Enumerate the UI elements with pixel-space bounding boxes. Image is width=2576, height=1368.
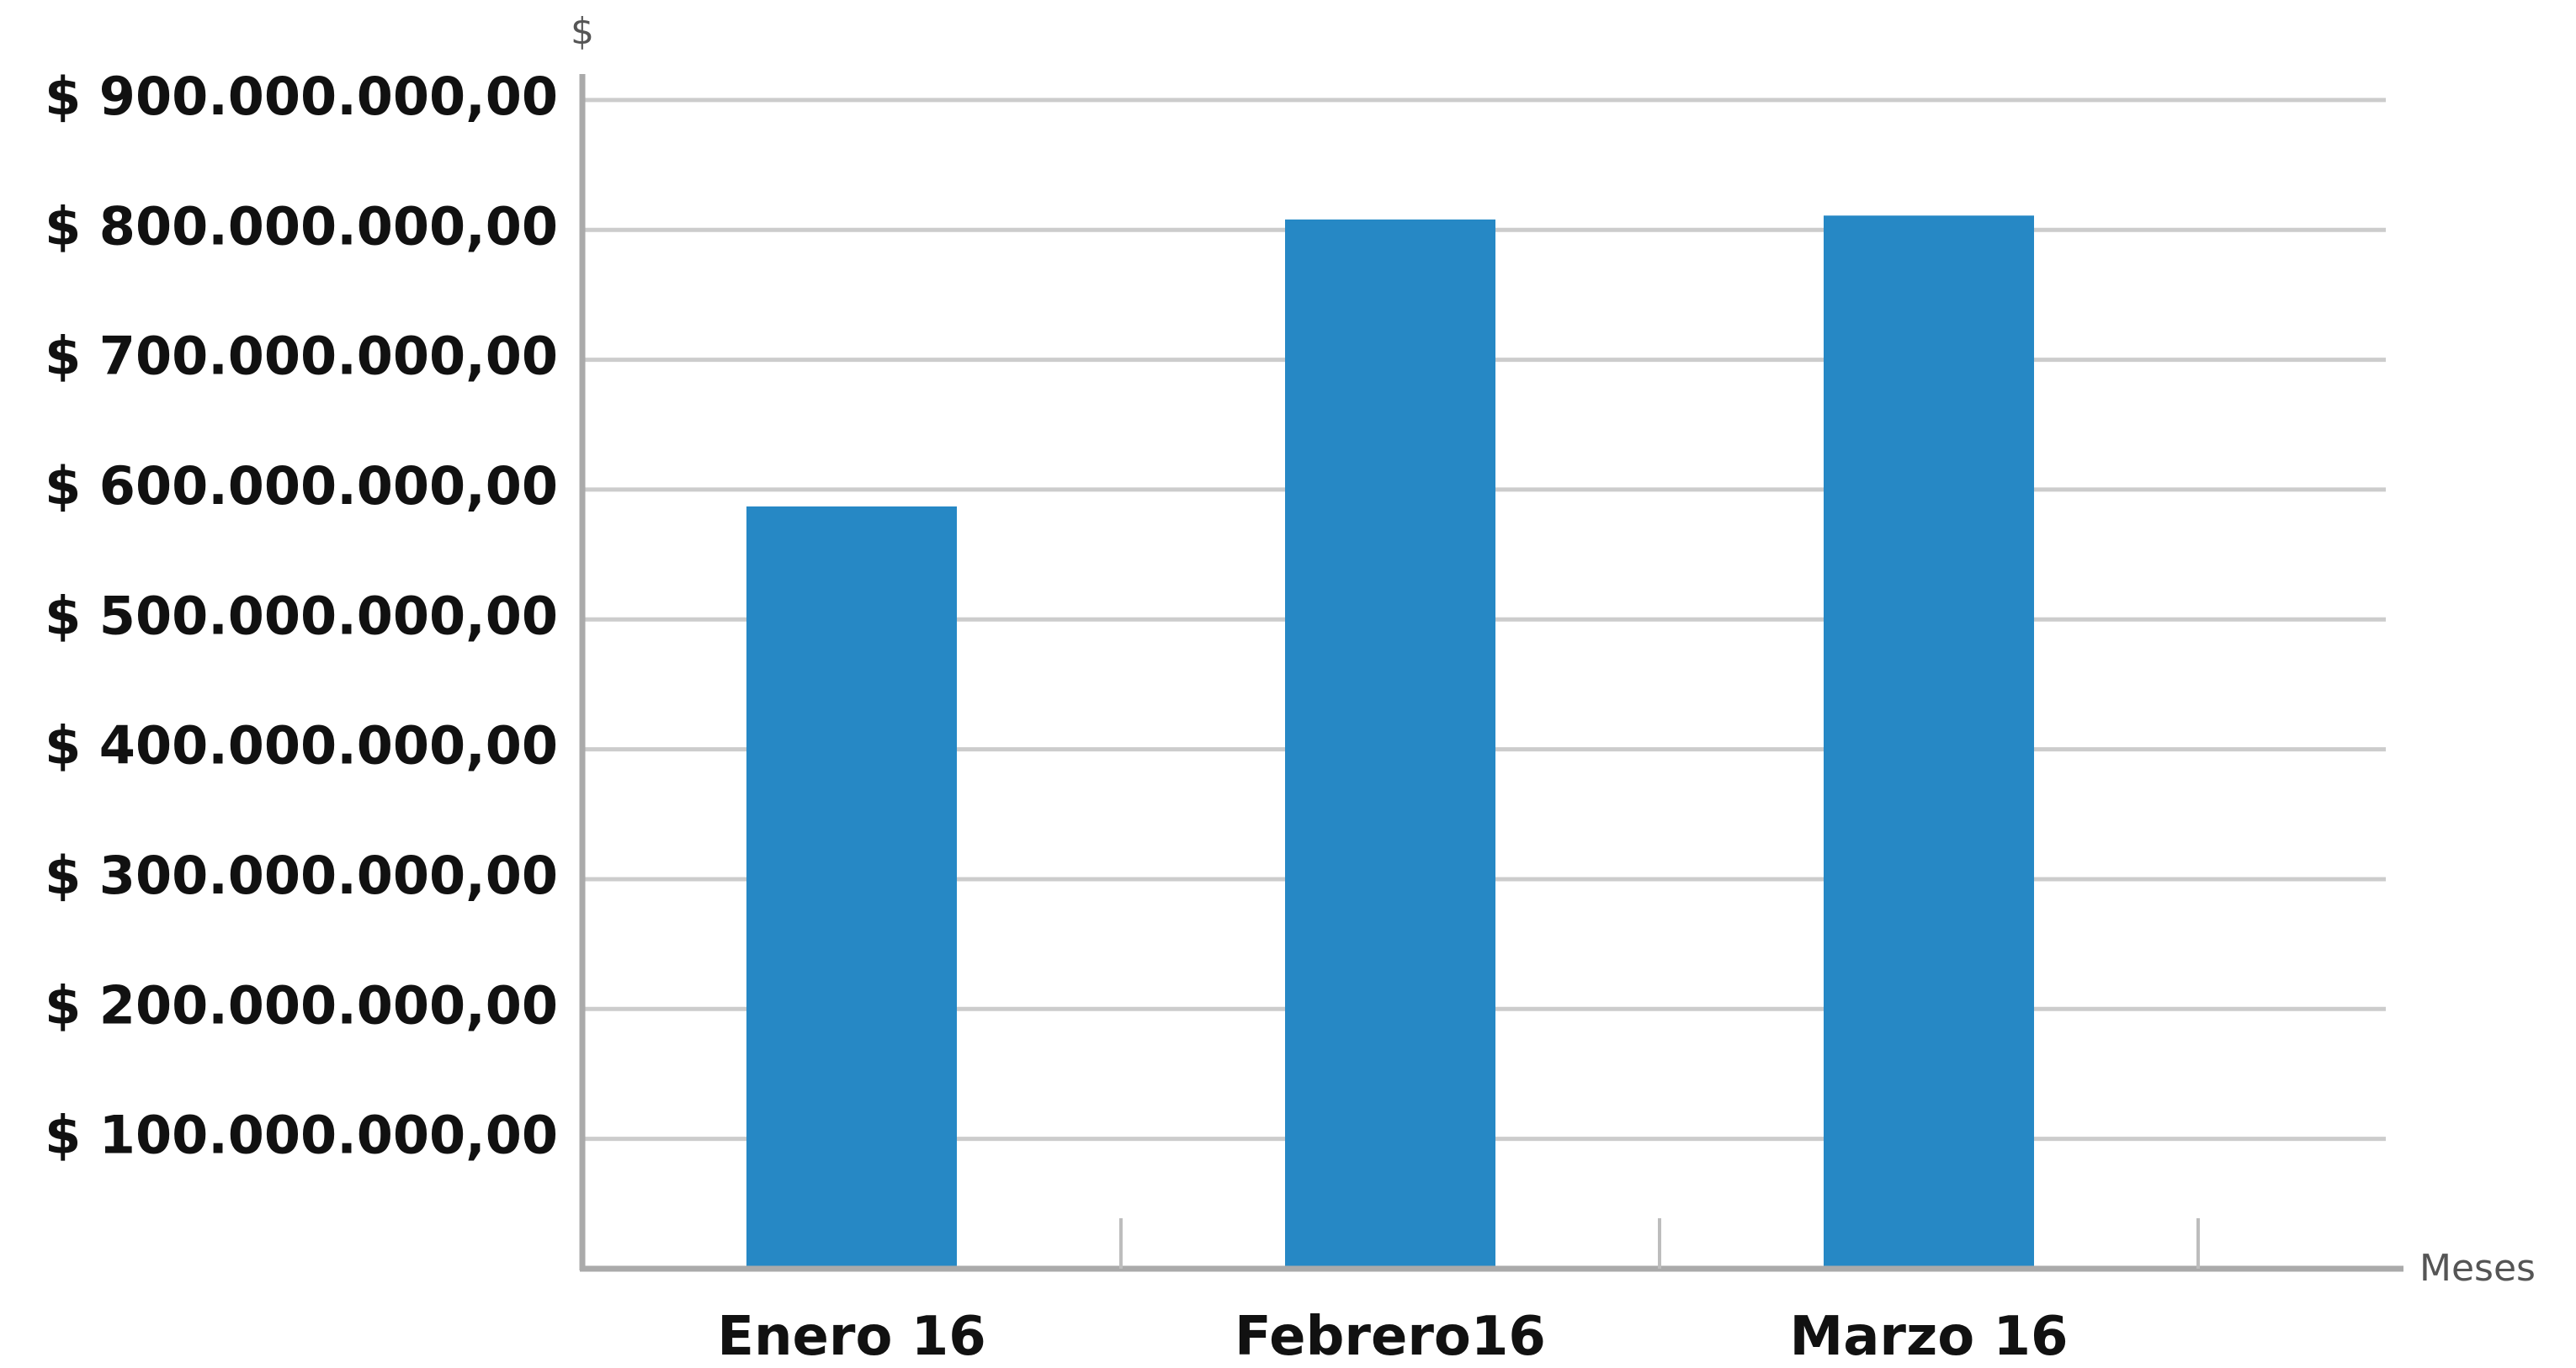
y-axis-label: $ [571,10,594,53]
x-tick-label: Enero 16 [717,1306,986,1364]
y-tick-label: $ 200.000.000,00 [45,974,558,1036]
y-tick-label: $ 400.000.000,00 [45,715,558,777]
x-axis-label: Meses [2419,1247,2536,1290]
x-tick-label: Febrero16 [1235,1306,1546,1364]
y-tick-label: $ 800.000.000,00 [45,195,558,257]
y-tick-label: $ 300.000.000,00 [45,845,558,906]
y-tick-label: $ 100.000.000,00 [45,1105,558,1166]
category-separators [1119,1218,2200,1269]
bar-febrero16 [1285,219,1495,1269]
y-tick-label: $ 700.000.000,00 [45,326,558,387]
x-tick-label: Marzo 16 [1790,1306,2069,1364]
axes [579,74,2403,1272]
y-tick-labels: $ 100.000.000,00 $ 200.000.000,00 $ 300.00… [45,66,558,1166]
y-tick-label: $ 500.000.000,00 [45,585,558,646]
y-tick-label: $ 600.000.000,00 [45,455,558,517]
x-tick-labels: Enero 16 Febrero16 Marzo 16 [717,1306,2069,1368]
y-tick-label: $ 900.000.000,00 [45,66,558,127]
bar-enero-16 [746,506,957,1269]
bar-marzo-16 [1824,215,2034,1269]
bars [746,215,2034,1269]
